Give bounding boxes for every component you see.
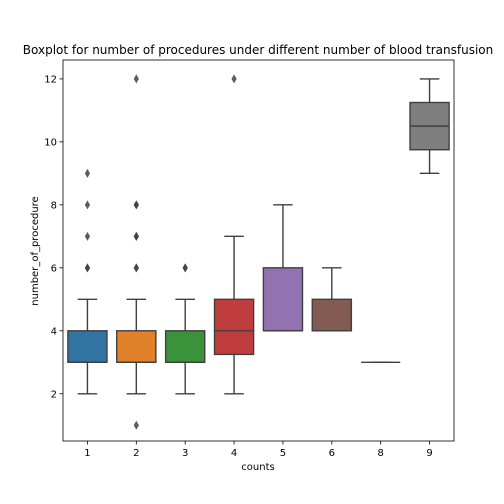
x-tick-label: 6 xyxy=(329,448,335,459)
outlier-point xyxy=(182,263,188,273)
x-tick-label: 2 xyxy=(133,448,139,459)
y-tick-label: 4 xyxy=(51,326,57,337)
box xyxy=(164,330,206,363)
plot-area xyxy=(67,74,450,430)
box-group-4 xyxy=(213,74,255,395)
box-group-1 xyxy=(67,168,108,395)
chart-title: Boxplot for number of procedures under d… xyxy=(23,43,493,57)
outlier-point xyxy=(231,74,237,84)
y-axis-label: number_of_procedure xyxy=(30,196,41,305)
x-axis-label: counts xyxy=(241,462,274,473)
box xyxy=(311,298,353,332)
x-tick-label: 8 xyxy=(378,448,384,459)
y-tick-label: 8 xyxy=(51,200,57,211)
box-group-2 xyxy=(116,74,157,430)
outlier-point xyxy=(84,200,91,210)
box-group-5 xyxy=(262,204,304,332)
outlier-point xyxy=(84,263,91,273)
outlier-point xyxy=(133,420,139,430)
x-tick-label: 3 xyxy=(182,448,188,459)
box-group-3 xyxy=(164,263,206,395)
outlier-point xyxy=(84,231,91,241)
x-tick-label: 4 xyxy=(231,448,237,459)
plot-frame xyxy=(62,59,455,442)
y-tick-label: 2 xyxy=(51,389,57,400)
box-group-6 xyxy=(311,267,353,332)
x-tick-label: 9 xyxy=(426,448,432,459)
box xyxy=(116,330,157,363)
box xyxy=(213,298,255,356)
x-tick-label: 1 xyxy=(84,448,90,459)
outlier-point xyxy=(133,231,139,241)
box-group-9 xyxy=(409,78,450,175)
box xyxy=(67,330,108,363)
outlier-point xyxy=(133,263,139,273)
box xyxy=(262,267,304,332)
x-tick-label: 5 xyxy=(280,448,286,459)
y-tick-label: 6 xyxy=(51,263,57,274)
y-tick-label: 10 xyxy=(44,137,57,148)
outlier-point xyxy=(133,200,139,210)
outlier-point xyxy=(84,168,91,178)
y-tick-label: 12 xyxy=(44,74,57,85)
outlier-point xyxy=(133,74,139,84)
